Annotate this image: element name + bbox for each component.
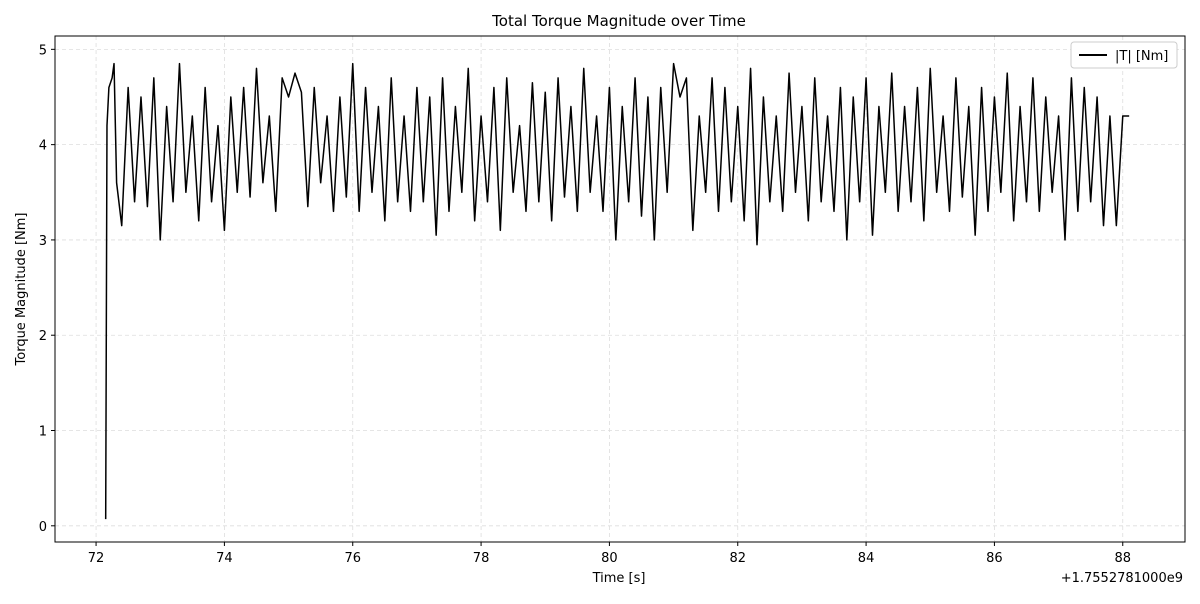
y-tick-label: 2: [39, 329, 47, 344]
y-tick-label: 3: [39, 234, 47, 249]
x-tick-label: 78: [473, 551, 490, 566]
y-tick-label: 5: [39, 43, 47, 58]
x-tick-label: 84: [858, 551, 875, 566]
plot-frame: [54, 35, 1186, 543]
y-tick-label: 4: [39, 139, 47, 154]
y-tick-label: 0: [39, 520, 47, 535]
x-tick-label: 82: [729, 551, 746, 566]
x-tick-label: 76: [344, 551, 361, 566]
x-offset-label: +1.7552781000e9: [1061, 571, 1183, 586]
x-tick-label: 72: [88, 551, 105, 566]
y-axis-label: Torque Magnitude [Nm]: [14, 213, 29, 367]
legend-box: [1070, 41, 1178, 69]
y-tick-label: 1: [39, 425, 47, 440]
x-tick-label: 88: [1114, 551, 1131, 566]
data-line: [104, 62, 1130, 520]
legend-label: |T| [Nm]: [1115, 49, 1168, 64]
chart-title: Total Torque Magnitude over Time: [491, 12, 746, 30]
x-tick-label: 80: [601, 551, 618, 566]
x-axis-label: Time [s]: [592, 571, 646, 586]
x-tick-label: 74: [216, 551, 233, 566]
x-tick-label: 86: [986, 551, 1003, 566]
